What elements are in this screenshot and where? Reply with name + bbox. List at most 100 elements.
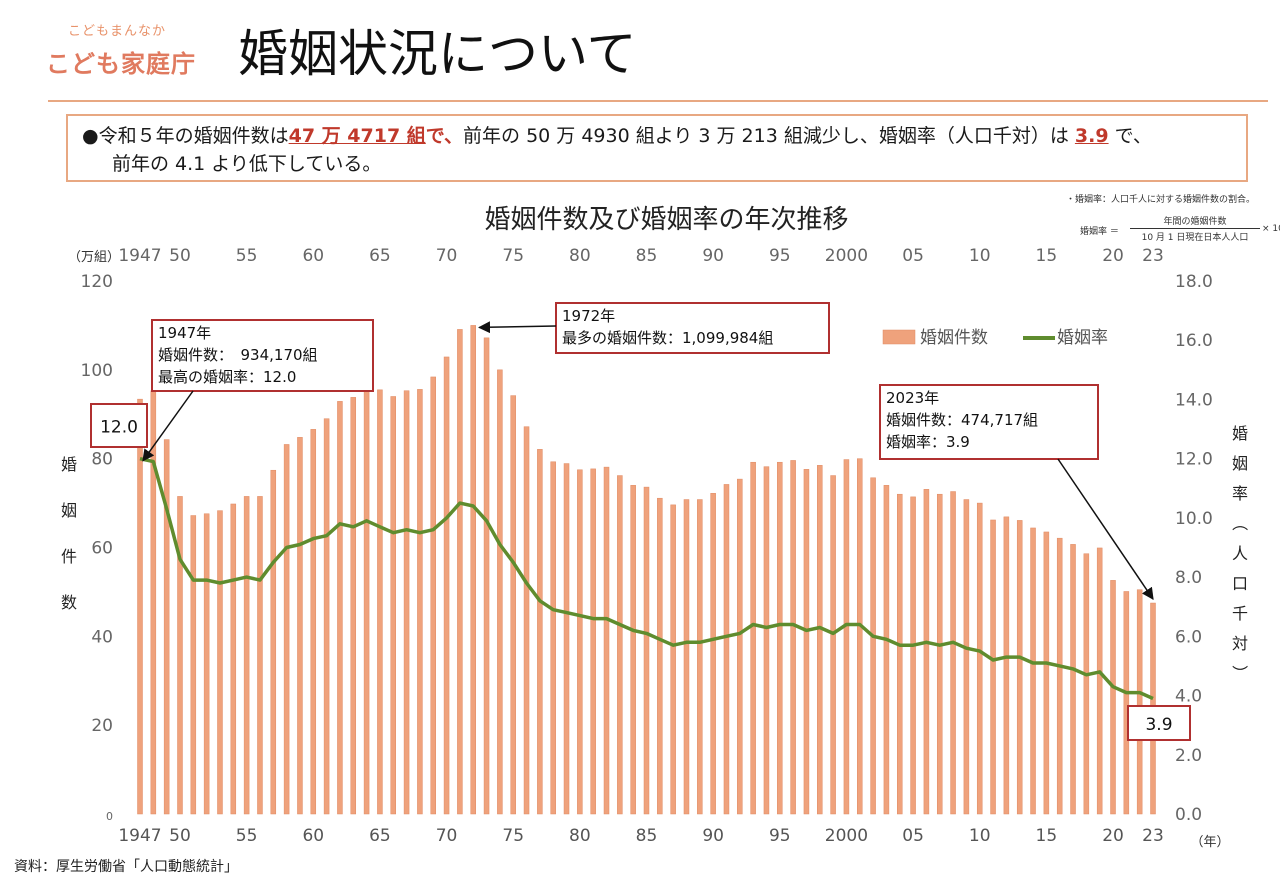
callout-a2023-line-0: 2023年 [886, 389, 939, 407]
y-left-tick-20: 20 [91, 716, 113, 736]
x-tick-bottom-70: 70 [436, 826, 458, 846]
formula-lhs: 婚姻率 ＝ [1080, 227, 1119, 237]
bar-1981 [590, 468, 596, 815]
agency-logo: こども家庭庁 [46, 50, 196, 78]
x-tick-top-70: 70 [436, 246, 458, 266]
summary-text-2: 前年の 50 万 4930 組より 3 万 213 組減少し、婚姻率（人口千対）… [463, 125, 1069, 147]
bar-1964 [363, 386, 370, 815]
chart-title: 婚姻件数及び婚姻率の年次推移 [484, 205, 848, 235]
bar-1987 [670, 504, 676, 815]
legend-bar-label: 婚姻件数 [920, 328, 988, 348]
y-left-unit: （万組） [68, 250, 120, 265]
x-tick-bottom-90: 90 [702, 826, 724, 846]
bar-2022 [1136, 589, 1143, 815]
x-tick-bottom-23: 23 [1142, 826, 1164, 846]
y-right-label-char: ） [1230, 665, 1249, 681]
bar-1995 [777, 461, 783, 815]
bar-1968 [417, 389, 423, 815]
bar-2002 [870, 477, 876, 815]
summary-text-1: 令和５年の婚姻件数は [98, 125, 289, 147]
x-tick-top-55: 55 [236, 246, 258, 266]
bar-2019 [1096, 547, 1103, 815]
callout-a1947-line-1: 婚姻件数： 934,170組 [158, 346, 318, 364]
y-right-tick-4.0: 4.0 [1175, 687, 1202, 707]
x-tick-bottom-65: 65 [369, 826, 391, 846]
x-tick-top-50: 50 [169, 246, 191, 266]
bar-2012 [1003, 516, 1010, 815]
y-left-tick-60: 60 [91, 539, 113, 559]
bar-1985 [643, 486, 650, 815]
callout-v2023 [1127, 705, 1191, 741]
bar-2006 [923, 489, 930, 815]
bar-1976 [523, 426, 530, 815]
y-right-label-char: 対 [1232, 634, 1248, 653]
bar-2005 [910, 496, 916, 815]
summary-highlight-rate: 3.9 [1074, 125, 1109, 147]
x-tick-top-90: 90 [702, 246, 724, 266]
bar-2015 [1043, 531, 1050, 815]
x-tick-top-95: 95 [769, 246, 791, 266]
bar-2011 [990, 519, 996, 815]
callout-a2023 [879, 384, 1099, 460]
bar-1970 [443, 356, 450, 815]
callout-v1947 [90, 403, 148, 448]
summary-highlight-count: 47 万 4717 組 [288, 125, 426, 147]
y-right-tick-6.0: 6.0 [1175, 627, 1202, 647]
bar-2010 [976, 502, 983, 815]
x-tick-top-1947: 1947 [118, 246, 161, 266]
callout-a2023-line-2: 婚姻率：3.9 [886, 433, 970, 451]
summary-text-3: で、 [1114, 125, 1152, 147]
y-right-tick-18.0: 18.0 [1175, 272, 1213, 292]
x-tick-bottom-10: 10 [969, 826, 991, 846]
y-right-label-char: 率 [1232, 484, 1248, 503]
bar-1965 [377, 389, 383, 815]
bar-2017 [1070, 544, 1076, 815]
bar-1955 [243, 496, 250, 815]
x-axis-label: （年） [1190, 835, 1229, 850]
bar-1969 [430, 376, 436, 815]
bar-1982 [603, 466, 610, 815]
arrow-1972 [478, 321, 557, 334]
bar-1994 [763, 466, 770, 815]
x-tick-top-80: 80 [569, 246, 591, 266]
bar-1989 [697, 499, 703, 815]
y-right-tick-12.0: 12.0 [1175, 450, 1213, 470]
x-tick-bottom-55: 55 [236, 826, 258, 846]
bar-1961 [323, 418, 330, 815]
x-tick-bottom-2000: 2000 [825, 826, 868, 846]
x-tick-top-15: 15 [1036, 246, 1058, 266]
bar-1947 [137, 398, 143, 815]
bar-1959 [297, 437, 303, 815]
callout-a1972 [555, 302, 830, 354]
bar-2000 [843, 459, 850, 815]
x-tick-top-20: 20 [1102, 246, 1124, 266]
bar-1973 [483, 337, 490, 815]
bar-1971 [457, 329, 463, 815]
bar-2007 [936, 493, 943, 815]
callout-v2023-text: 3.9 [1145, 715, 1172, 735]
y-right-label-char: 口 [1232, 574, 1248, 593]
x-tick-bottom-60: 60 [302, 826, 324, 846]
x-tick-bottom-1947: 1947 [118, 826, 161, 846]
y-left-tick-100: 100 [81, 361, 113, 381]
bar-1991 [723, 484, 730, 815]
bar-1996 [790, 460, 796, 815]
agency-slogan: こどもまんなか [68, 24, 167, 39]
callout-a1947 [151, 319, 374, 392]
bar-1978 [550, 461, 556, 815]
x-tick-bottom-85: 85 [636, 826, 658, 846]
bar-1948 [150, 390, 157, 815]
x-tick-bottom-75: 75 [502, 826, 524, 846]
y-right-label-char: （ [1230, 515, 1249, 531]
y-right-tick-2.0: 2.0 [1175, 746, 1202, 766]
x-tick-top-23: 23 [1142, 246, 1164, 266]
x-tick-bottom-50: 50 [169, 826, 191, 846]
formula-numerator: 年間の婚姻件数 [1130, 214, 1260, 229]
bar-1956 [257, 496, 263, 815]
x-tick-top-65: 65 [369, 246, 391, 266]
bar-1966 [390, 396, 396, 815]
bar-1957 [270, 469, 277, 815]
summary-bullet: ● [82, 125, 99, 147]
x-tick-bottom-20: 20 [1102, 826, 1124, 846]
